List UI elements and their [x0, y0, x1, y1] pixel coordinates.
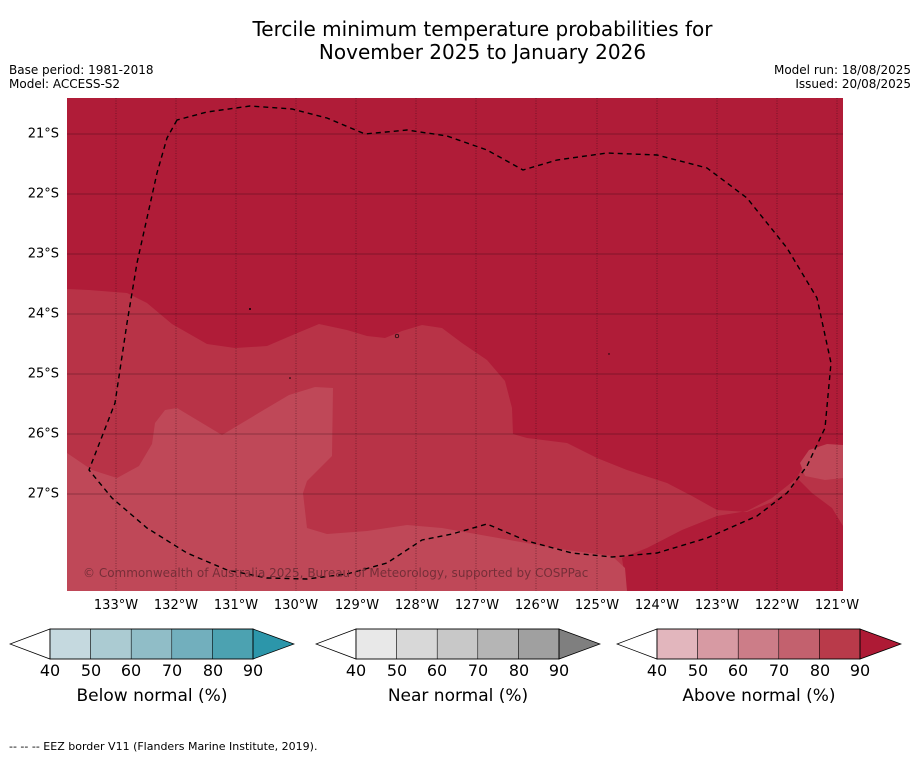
title-line-1: Tercile minimum temperature probabilitie…	[252, 17, 713, 41]
colorbar-tick: 40	[345, 661, 367, 680]
colorbar-segment	[518, 628, 560, 660]
lon-label: 133°W	[93, 598, 139, 613]
lon-gridlines	[115, 98, 838, 591]
map-title: Tercile minimum temperature probabilitie…	[0, 18, 919, 64]
colorbar-extend-high	[558, 628, 601, 660]
lat-gridlines	[67, 133, 843, 495]
eez-border-legend: -- -- -- EEZ border V11 (Flanders Marine…	[9, 740, 318, 753]
colorbar-above-normal	[616, 628, 902, 660]
colorbar-segment	[171, 628, 213, 660]
colorbar-below-label: Below normal (%)	[76, 686, 228, 706]
lon-label: 132°W	[153, 598, 199, 613]
colorbar-extend-low	[616, 628, 658, 660]
colorbar-above-label: Above normal (%)	[682, 686, 836, 706]
colorbar-segment	[90, 628, 132, 660]
lon-label: 121°W	[814, 598, 860, 613]
left-metadata: Base period: 1981-2018 Model: ACCESS-S2	[9, 63, 154, 91]
colorbar-tick: 70	[161, 661, 183, 680]
colorbar-extend-low	[9, 628, 51, 660]
colorbar-tick: 80	[202, 661, 224, 680]
eez-border	[88, 105, 832, 580]
lon-label: 127°W	[454, 598, 500, 613]
model-name: Model: ACCESS-S2	[9, 77, 121, 91]
colorbar-tick: 50	[687, 661, 709, 680]
lat-label: 22°S	[27, 186, 59, 202]
colorbar-segment	[778, 628, 820, 660]
region-above-70	[67, 387, 627, 591]
lon-label: 130°W	[273, 598, 319, 613]
issued-date: Issued: 20/08/2025	[795, 77, 911, 91]
region-above-70-east	[800, 444, 843, 480]
colorbar-segment	[737, 628, 780, 660]
colorbar-extend-high	[252, 628, 295, 660]
colorbar-tick: 60	[120, 661, 142, 680]
colorbar-segment	[656, 628, 698, 660]
colorbar-tick: 60	[426, 661, 448, 680]
lon-label: 126°W	[514, 598, 560, 613]
lon-label: 131°W	[213, 598, 259, 613]
lon-label: 122°W	[754, 598, 800, 613]
colorbar-tick: 70	[768, 661, 790, 680]
lat-label: 27°S	[27, 486, 59, 502]
colorbar-near-normal	[315, 628, 601, 660]
lon-label: 128°W	[394, 598, 440, 613]
lat-label: 25°S	[27, 366, 59, 382]
colorbar-extend-low	[315, 628, 357, 660]
colorbar-tick: 50	[386, 661, 408, 680]
colorbar-frame	[49, 628, 254, 660]
colorbar-segment	[130, 628, 173, 660]
island-marker	[394, 333, 400, 339]
colorbar-tick: 90	[242, 661, 264, 680]
colorbar-tick: 70	[467, 661, 489, 680]
lat-label: 26°S	[27, 426, 59, 442]
colorbar-segment	[697, 628, 739, 660]
colorbar-tick: 80	[508, 661, 530, 680]
base-period: Base period: 1981-2018	[9, 63, 154, 77]
colorbar-below-normal	[9, 628, 295, 660]
lon-label: 123°W	[694, 598, 740, 613]
colorbar-tick: 90	[548, 661, 570, 680]
colorbar-segment	[436, 628, 479, 660]
lon-label: 129°W	[334, 598, 380, 613]
right-metadata: Model run: 18/08/2025 Issued: 20/08/2025	[774, 63, 911, 91]
lat-label: 21°S	[27, 126, 59, 142]
colorbar-segment	[212, 628, 254, 660]
colorbar-tick: 90	[849, 661, 871, 680]
colorbar-tick: 60	[727, 661, 749, 680]
model-run: Model run: 18/08/2025	[773, 63, 911, 77]
lat-label: 24°S	[27, 306, 59, 322]
colorbar-tick: 40	[646, 661, 668, 680]
title-line-2: November 2025 to January 2026	[318, 40, 647, 64]
colorbar-near-label: Near normal (%)	[387, 686, 529, 706]
probability-map	[67, 98, 843, 591]
colorbar-tick: 50	[80, 661, 102, 680]
island-marker	[249, 308, 251, 310]
colorbar-segment	[396, 628, 438, 660]
colorbar-frame	[355, 628, 560, 660]
colorbar-segment	[49, 628, 91, 660]
colorbar-segment	[477, 628, 519, 660]
island-marker	[289, 377, 291, 379]
lon-label: 124°W	[634, 598, 680, 613]
colorbar-frame	[656, 628, 861, 660]
lon-label: 125°W	[574, 598, 620, 613]
lat-label: 23°S	[27, 246, 59, 262]
island-marker	[608, 353, 610, 355]
copyright-notice: © Commonwealth of Australia 2025, Bureau…	[83, 566, 589, 580]
colorbar-extend-high	[859, 628, 902, 660]
colorbar-tick: 40	[39, 661, 61, 680]
colorbar-segment	[819, 628, 861, 660]
colorbar-tick: 80	[809, 661, 831, 680]
colorbar-segment	[355, 628, 397, 660]
